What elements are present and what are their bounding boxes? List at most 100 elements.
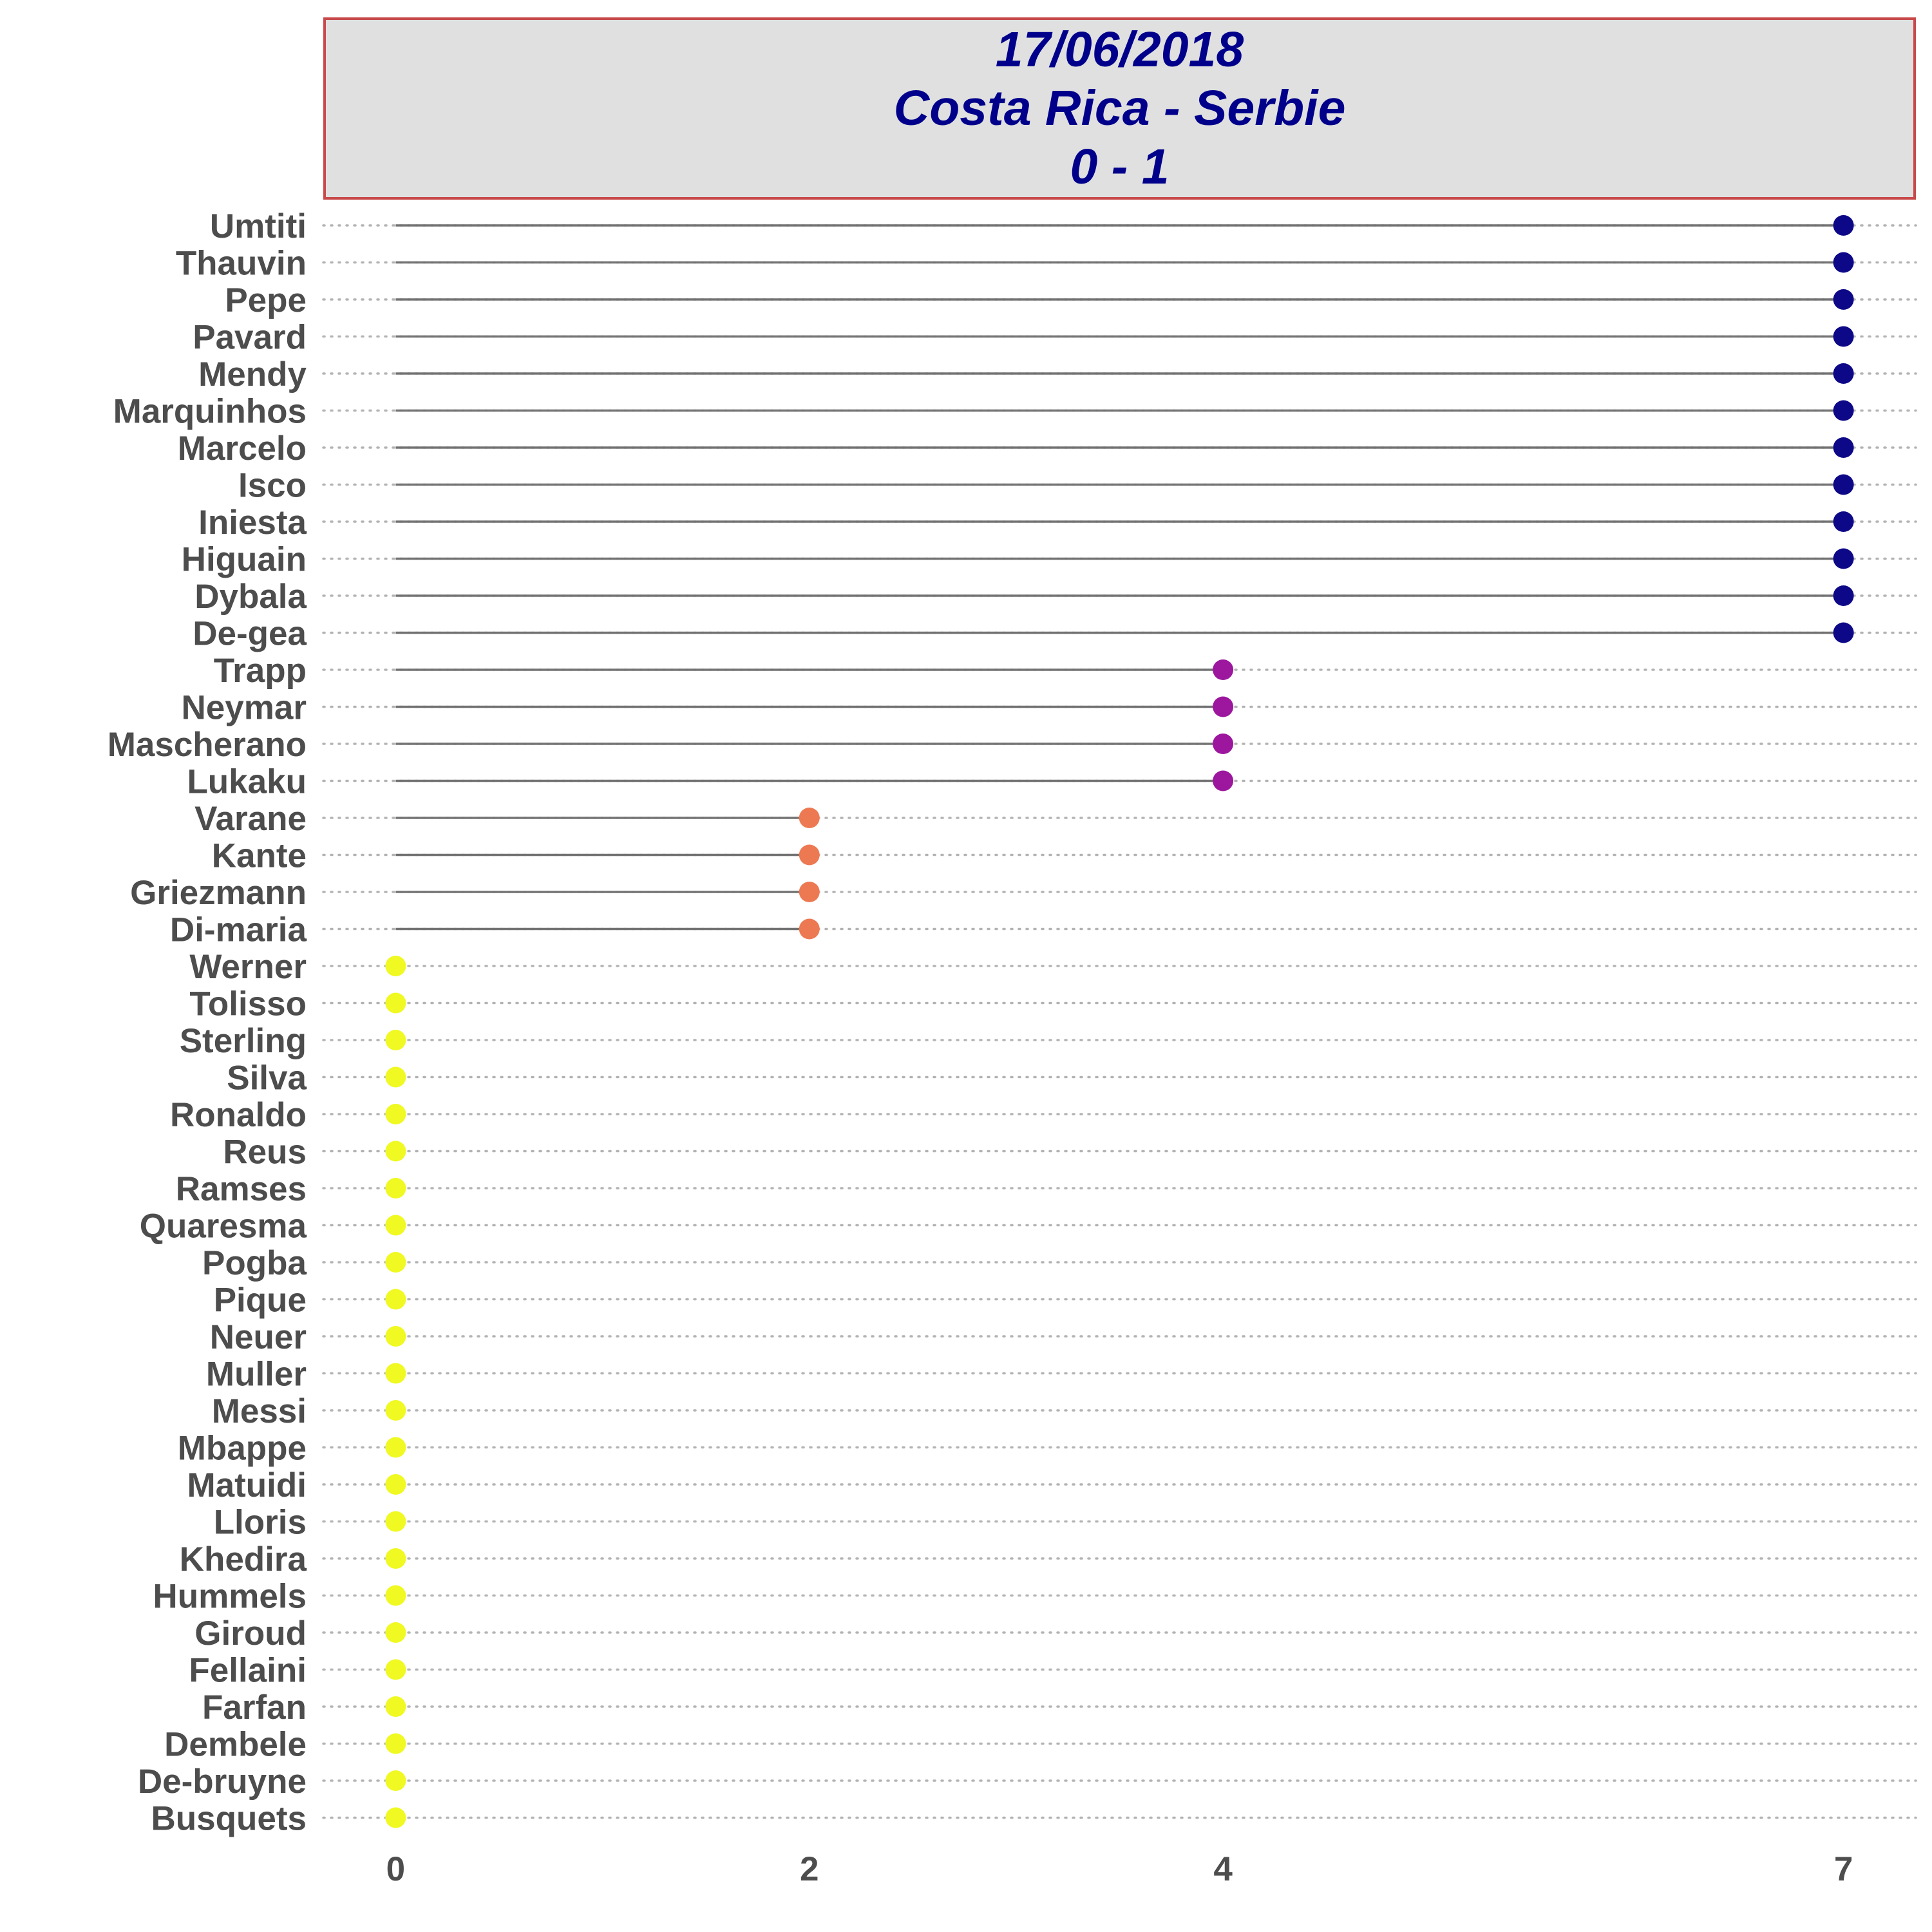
y-tick-label: Neymar [182,689,307,727]
lollipop-point [385,1437,406,1458]
chart-title-match: Costa Rica - Serbie [893,80,1346,136]
lollipop-point [1833,585,1854,606]
y-tick-label: Pepe [225,281,307,319]
y-tick-label: Pique [214,1282,307,1320]
lollipop-point [799,918,820,940]
lollipop-point [385,1363,406,1384]
lollipop-point [385,1178,406,1198]
y-tick-label: Tolisso [189,985,307,1023]
lollipop-point [385,1733,406,1754]
lollipop-point [385,1400,406,1421]
y-tick-label: Dybala [194,578,307,616]
lollipop-point [1213,734,1234,754]
lollipop-point [1833,400,1854,421]
x-tick-label: 0 [386,1850,405,1888]
lollipop-point [799,844,820,866]
lollipop-point [385,1770,406,1791]
lollipop-point [385,956,406,976]
lollipop-point [1833,326,1854,347]
y-tick-label: Thauvin [176,245,307,283]
y-tick-label: Werner [189,948,307,986]
y-tick-label: Pogba [202,1244,307,1282]
y-tick-label: Hummels [153,1578,307,1616]
x-axis-labels: 0 2 4 7 [386,1850,1853,1888]
lollipop-point [385,1585,406,1606]
y-tick-label: Pavard [193,319,307,357]
lollipop-point [385,1141,406,1162]
y-tick-label: Sterling [180,1022,307,1060]
lollipop-point [1833,474,1854,495]
lollipop-point [385,1696,406,1717]
y-tick-label: Varane [194,800,307,838]
lollipop-point [1833,622,1854,643]
y-tick-label: Dembele [164,1726,307,1764]
y-tick-label: Lloris [214,1504,307,1542]
y-tick-label: Ramses [176,1170,307,1208]
y-tick-label: Reus [223,1133,307,1171]
lollipop-point [385,1474,406,1495]
y-tick-label: Di-maria [170,911,307,949]
y-tick-label: Mendy [198,355,307,393]
y-tick-label: Muller [206,1356,307,1394]
lollipop-point [385,1511,406,1532]
lollipop-point [385,1326,406,1347]
chart-title-score: 0 - 1 [1070,139,1170,194]
y-tick-label: Mascherano [108,726,307,764]
lollipop-point [1833,252,1854,273]
lollipop-point [1833,511,1854,532]
lollipop-point [385,1659,406,1680]
y-tick-label: Kante [212,837,307,875]
lollipop-point [1833,437,1854,458]
lollipop-point [385,1066,406,1088]
y-tick-label: Giroud [194,1615,307,1653]
lollipop-point [385,1252,406,1273]
lollipop-point [385,1807,406,1828]
lollipop-point [385,1104,406,1124]
y-tick-label: Ronaldo [170,1096,307,1134]
y-tick-label: Fellaini [189,1652,307,1690]
lollipop-point [385,992,406,1014]
lollipop-point [799,882,820,902]
y-tick-label: De-bruyne [138,1763,307,1801]
lollipop-point [1833,363,1854,384]
y-tick-label: Messi [212,1392,307,1430]
y-tick-label: Marcelo [178,430,307,468]
lollipop-point [385,1215,406,1236]
y-tick-label: Iniesta [198,504,307,542]
x-tick-label: 7 [1834,1850,1853,1888]
lollipop-stems [395,224,1844,931]
lollipop-point [385,1030,406,1050]
lollipop-point [1213,696,1234,717]
x-tick-label: 4 [1213,1850,1233,1888]
y-tick-label: Mbappe [178,1430,307,1468]
y-tick-label: Khedira [180,1540,307,1578]
y-tick-label: Griezmann [130,874,307,912]
y-tick-label: Lukaku [187,763,307,801]
y-tick-label: Isco [238,467,307,505]
lollipop-point [385,1548,406,1569]
grid-lines [322,224,1917,1819]
y-tick-label: De-gea [193,615,307,653]
y-axis-labels: UmtitiThauvinPepePavardMendyMarquinhosMa… [108,207,307,1838]
y-tick-label: Trapp [214,652,307,690]
y-tick-label: Quaresma [140,1208,307,1245]
chart-title-date: 17/06/2018 [995,22,1244,77]
chart-title-box: 17/06/2018 Costa Rica - Serbie 0 - 1 [323,17,1916,200]
y-tick-label: Farfan [202,1689,307,1727]
lollipop-point [1833,548,1854,569]
y-tick-label: Matuidi [187,1466,307,1504]
lollipop-points [385,215,1854,1828]
y-tick-label: Umtiti [210,207,307,245]
lollipop-point [1213,770,1234,791]
y-tick-label: Marquinhos [113,393,307,431]
lollipop-point [1213,659,1234,680]
y-tick-label: Higuain [182,541,307,579]
lollipop-point [799,808,820,828]
lollipop-point [1833,215,1854,236]
lollipop-point [385,1289,406,1310]
y-tick-label: Busquets [151,1800,307,1838]
y-tick-label: Silva [227,1059,307,1097]
y-tick-label: Neuer [210,1318,307,1356]
x-tick-label: 2 [800,1850,819,1888]
